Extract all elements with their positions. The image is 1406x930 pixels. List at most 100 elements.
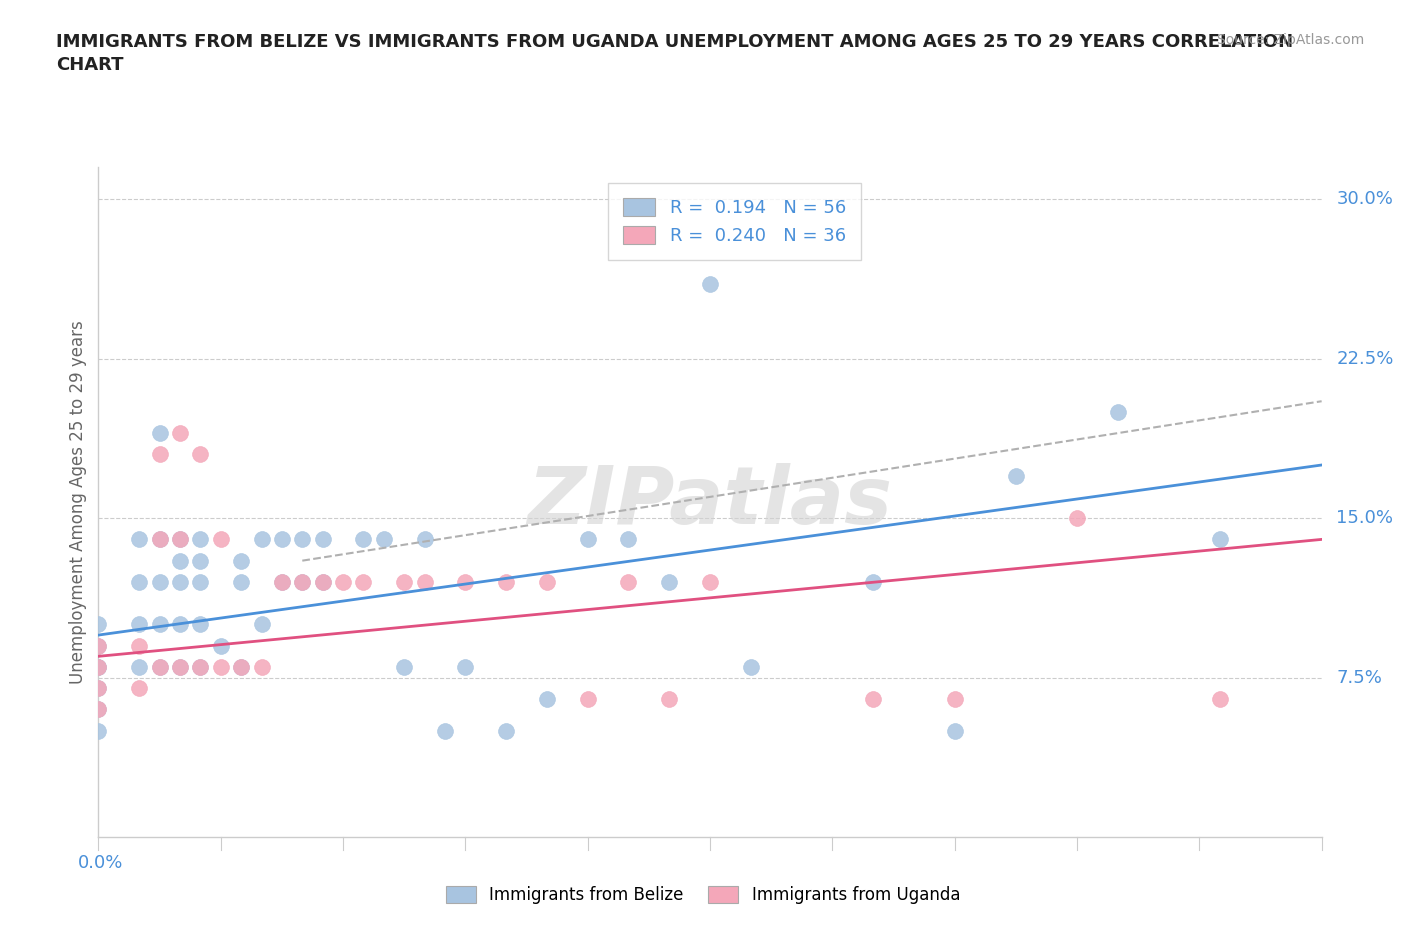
Point — [149, 659, 172, 674]
Legend: Immigrants from Belize, Immigrants from Uganda: Immigrants from Belize, Immigrants from … — [437, 878, 969, 912]
Point — [311, 532, 335, 547]
Point — [87, 659, 110, 674]
Point — [87, 638, 110, 653]
Point — [169, 617, 191, 631]
Point — [128, 638, 150, 653]
Point — [149, 617, 172, 631]
Point — [87, 681, 110, 696]
Point — [1208, 532, 1232, 547]
Point — [291, 575, 314, 590]
Text: 30.0%: 30.0% — [1336, 191, 1393, 208]
Point — [332, 575, 354, 590]
Point — [231, 575, 253, 590]
Point — [149, 532, 172, 547]
Point — [536, 575, 558, 590]
Point — [311, 575, 335, 590]
Point — [231, 659, 253, 674]
Point — [862, 691, 884, 706]
Point — [87, 681, 110, 696]
Point — [188, 532, 212, 547]
Point — [943, 724, 966, 738]
Point — [188, 659, 212, 674]
Point — [128, 532, 150, 547]
Point — [658, 691, 681, 706]
Y-axis label: Unemployment Among Ages 25 to 29 years: Unemployment Among Ages 25 to 29 years — [69, 320, 87, 684]
Point — [128, 681, 150, 696]
Point — [291, 532, 314, 547]
Text: Source: ZipAtlas.com: Source: ZipAtlas.com — [1216, 33, 1364, 46]
Point — [658, 575, 681, 590]
Point — [169, 553, 191, 568]
Point — [87, 702, 110, 717]
Point — [128, 659, 150, 674]
Point — [495, 575, 517, 590]
Point — [128, 575, 150, 590]
Point — [311, 575, 335, 590]
Point — [169, 426, 191, 441]
Point — [149, 447, 172, 462]
Point — [291, 575, 314, 590]
Point — [352, 575, 374, 590]
Point — [433, 724, 456, 738]
Point — [1107, 405, 1129, 419]
Point — [87, 659, 110, 674]
Point — [1208, 691, 1232, 706]
Point — [188, 447, 212, 462]
Point — [740, 659, 762, 674]
Point — [231, 553, 253, 568]
Point — [576, 532, 599, 547]
Point — [250, 617, 273, 631]
Point — [188, 575, 212, 590]
Point — [128, 617, 150, 631]
Text: IMMIGRANTS FROM BELIZE VS IMMIGRANTS FROM UGANDA UNEMPLOYMENT AMONG AGES 25 TO 2: IMMIGRANTS FROM BELIZE VS IMMIGRANTS FRO… — [56, 33, 1294, 74]
Point — [149, 659, 172, 674]
Point — [270, 532, 292, 547]
Point — [169, 532, 191, 547]
Point — [169, 659, 191, 674]
Point — [169, 575, 191, 590]
Point — [1066, 511, 1088, 525]
Point — [699, 575, 721, 590]
Text: 0.0%: 0.0% — [79, 854, 124, 871]
Point — [209, 638, 232, 653]
Point — [699, 277, 721, 292]
Point — [576, 691, 599, 706]
Point — [270, 575, 292, 590]
Point — [250, 532, 273, 547]
Text: 15.0%: 15.0% — [1336, 509, 1393, 527]
Point — [169, 532, 191, 547]
Point — [536, 691, 558, 706]
Point — [392, 659, 416, 674]
Point — [87, 702, 110, 717]
Point — [943, 691, 966, 706]
Text: 22.5%: 22.5% — [1336, 350, 1393, 367]
Point — [209, 659, 232, 674]
Point — [495, 724, 517, 738]
Point — [87, 659, 110, 674]
Point — [454, 659, 477, 674]
Legend: R =  0.194   N = 56, R =  0.240   N = 36: R = 0.194 N = 56, R = 0.240 N = 36 — [609, 183, 860, 259]
Point — [270, 575, 292, 590]
Point — [250, 659, 273, 674]
Point — [352, 532, 374, 547]
Point — [231, 659, 253, 674]
Point — [87, 617, 110, 631]
Point — [617, 575, 640, 590]
Point — [188, 617, 212, 631]
Point — [87, 724, 110, 738]
Point — [617, 532, 640, 547]
Point — [87, 638, 110, 653]
Point — [1004, 468, 1026, 483]
Text: 7.5%: 7.5% — [1336, 669, 1382, 686]
Text: ZIPatlas: ZIPatlas — [527, 463, 893, 541]
Point — [188, 659, 212, 674]
Point — [149, 426, 172, 441]
Point — [149, 575, 172, 590]
Point — [209, 532, 232, 547]
Point — [392, 575, 416, 590]
Point — [373, 532, 395, 547]
Point — [188, 553, 212, 568]
Point — [169, 659, 191, 674]
Point — [862, 575, 884, 590]
Point — [454, 575, 477, 590]
